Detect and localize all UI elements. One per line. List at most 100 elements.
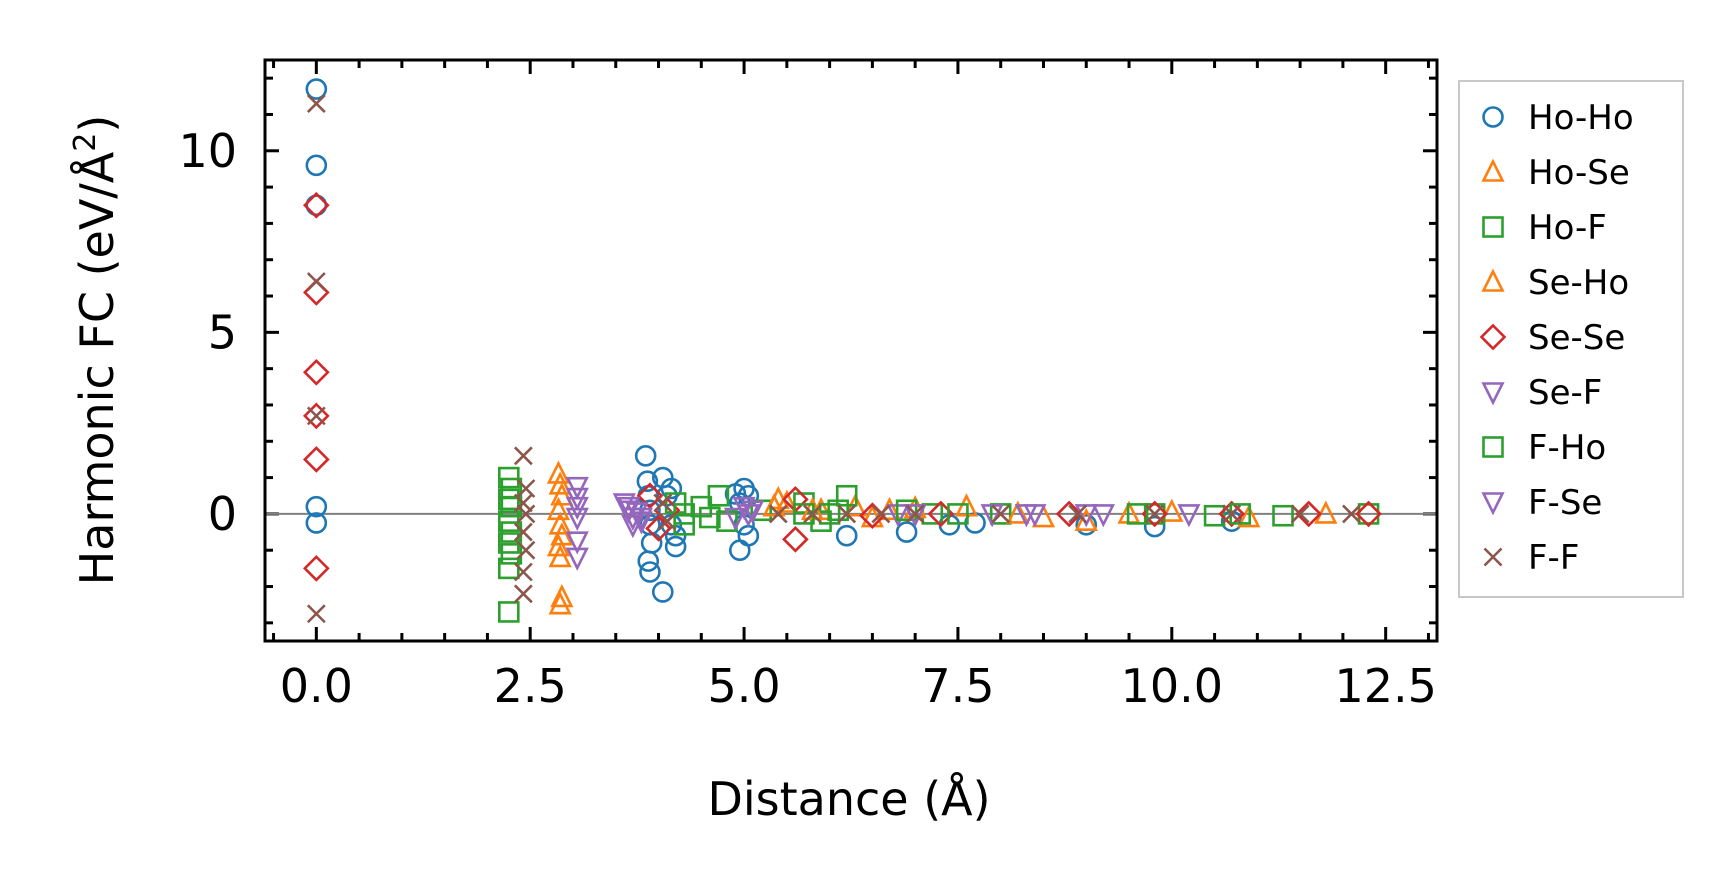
data-point [302, 279, 330, 306]
data-point [736, 504, 760, 528]
data-point [629, 511, 654, 535]
data-point [565, 476, 589, 501]
plot-frame [263, 58, 1439, 643]
data-point [302, 402, 330, 430]
data-point [305, 78, 328, 100]
data-point [871, 504, 891, 524]
data-point [1006, 500, 1030, 524]
data-point [1145, 504, 1165, 524]
data-point [1295, 500, 1323, 528]
data-point [548, 544, 572, 568]
data-point [1272, 504, 1294, 527]
legend-entry-f-f: F-F [1483, 538, 1579, 578]
data-point [782, 525, 809, 553]
data-points [302, 78, 1382, 624]
data-point [1203, 504, 1226, 527]
legend-entry-se-ho: Se-Ho [1481, 263, 1629, 303]
data-point [1014, 504, 1038, 528]
y-axis-label-close: ) [70, 115, 124, 133]
legend-marker [1482, 216, 1504, 238]
major-ticks [265, 60, 1437, 641]
data-point [640, 532, 663, 554]
legend-label: Ho-F [1528, 208, 1607, 248]
data-point [724, 483, 747, 505]
y-tick-label: 10 [178, 124, 237, 178]
data-point [616, 496, 641, 521]
data-point [513, 584, 533, 604]
data-point [498, 466, 520, 489]
y-tick-label: 5 [208, 305, 237, 359]
data-point [500, 521, 523, 543]
data-point [903, 504, 927, 528]
x-tick-label: 10.0 [1121, 659, 1223, 713]
data-point [980, 504, 1004, 528]
legend-marker [1481, 158, 1505, 182]
data-point [550, 584, 574, 608]
data-point [1074, 507, 1098, 531]
legend-label: Se-F [1528, 373, 1602, 413]
legend-label: Ho-Se [1528, 153, 1630, 193]
series-ho-ho [305, 78, 1243, 603]
y-axis-label-main: Harmonic FC (eV/Å [70, 151, 124, 585]
data-point [1357, 503, 1380, 525]
x-tick-label: 7.5 [921, 659, 994, 713]
data-point [305, 154, 328, 177]
data-point [775, 489, 799, 513]
y-tick-label: 0 [208, 487, 237, 541]
data-point [513, 446, 533, 466]
series-f-se [616, 496, 1098, 531]
legend-marker [1481, 382, 1505, 406]
data-point [546, 460, 571, 484]
data-point [947, 503, 969, 525]
legend-entry-f-ho: F-Ho [1482, 428, 1606, 468]
data-point [673, 513, 695, 536]
series-f-ho [673, 499, 1252, 529]
data-point [548, 511, 572, 535]
data-point [1143, 515, 1166, 538]
data-point [516, 479, 536, 498]
data-point [302, 358, 330, 386]
data-point [895, 499, 918, 522]
data-point [1074, 504, 1098, 528]
legend-label: Se-Ho [1528, 263, 1629, 303]
data-point [707, 484, 730, 507]
legend-marker [1482, 436, 1504, 458]
data-point [302, 555, 330, 582]
data-point [768, 504, 788, 524]
series-se-f [565, 476, 1201, 571]
data-point [639, 561, 661, 583]
y-axis-label: Harmonic FC (eV/Å2) [68, 115, 124, 586]
data-point [306, 272, 326, 291]
data-point [1222, 504, 1242, 524]
legend-label: F-Ho [1528, 428, 1606, 468]
data-point [516, 540, 536, 560]
data-point [305, 495, 328, 518]
data-point [1160, 498, 1184, 522]
data-point [636, 470, 659, 493]
y-axis-label-superscript: 2 [68, 133, 103, 152]
legend-entry-ho-f: Ho-F [1482, 208, 1607, 248]
legend-marker [1483, 547, 1503, 567]
data-point [629, 507, 654, 531]
data-point [1290, 504, 1310, 524]
legend-marker [1481, 268, 1505, 292]
data-point [302, 446, 330, 473]
data-point [699, 506, 721, 529]
x-axis-label: Distance (Å) [707, 772, 990, 826]
data-point [1314, 500, 1338, 524]
legend-entry-f-se: F-Se [1481, 483, 1602, 523]
data-point [548, 471, 572, 495]
x-tick-label: 5.0 [707, 659, 780, 713]
data-point [1091, 504, 1115, 528]
data-point [1143, 503, 1166, 525]
legend-marker [1482, 106, 1504, 128]
data-point [306, 94, 326, 113]
data-point [741, 500, 765, 524]
data-point [664, 535, 687, 558]
data-point [302, 191, 330, 219]
data-point [660, 477, 683, 500]
data-point [737, 524, 760, 547]
data-point [728, 539, 751, 562]
data-point [565, 496, 589, 521]
